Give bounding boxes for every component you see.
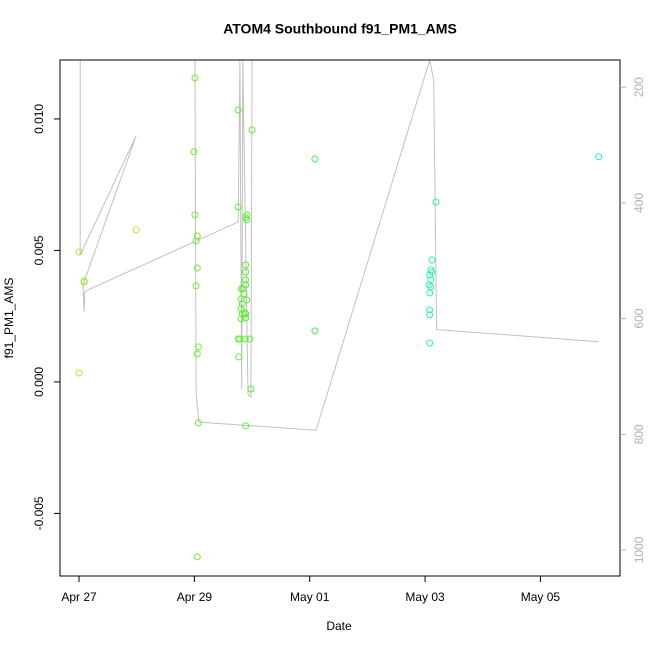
- data-point: [242, 422, 250, 430]
- y2-line: [79, 60, 599, 431]
- data-point: [80, 278, 88, 286]
- data-point: [248, 126, 256, 134]
- data-point: [240, 290, 248, 298]
- data-point: [427, 283, 435, 291]
- data-point: [311, 327, 319, 335]
- data-point: [243, 296, 251, 304]
- data-point: [241, 309, 249, 317]
- data-point: [426, 339, 434, 347]
- data-point: [432, 198, 440, 206]
- data-point: [191, 211, 199, 219]
- data-point: [242, 314, 250, 322]
- data-point: [242, 310, 250, 318]
- y-tick-label: -0.005: [32, 496, 46, 530]
- data-point: [428, 268, 436, 276]
- y-tick-label: 0.010: [32, 104, 46, 134]
- data-point: [426, 311, 434, 319]
- data-point: [242, 276, 250, 284]
- y2-tick-label: 200: [632, 77, 646, 97]
- y-axis-label: f91_PM1_AMS: [2, 278, 16, 359]
- data-point: [426, 306, 434, 314]
- y2-tick-label: 800: [632, 424, 646, 444]
- data-point: [242, 261, 250, 269]
- data-point: [426, 289, 434, 297]
- x-tick-label: May 03: [405, 590, 445, 604]
- data-point: [192, 282, 200, 290]
- data-point: [193, 350, 201, 358]
- data-point: [242, 214, 250, 222]
- x-axis-label: Date: [326, 619, 352, 633]
- data-point: [427, 276, 435, 284]
- data-point: [194, 343, 202, 351]
- data-point: [425, 281, 433, 289]
- data-point: [192, 237, 200, 245]
- y-tick-label: 0.000: [32, 367, 46, 397]
- data-point: [311, 155, 319, 163]
- data-point: [194, 419, 202, 427]
- data-point: [238, 300, 246, 308]
- data-point: [75, 369, 83, 377]
- y2-tick-label: 1000: [632, 536, 646, 563]
- data-point: [132, 226, 140, 234]
- data-point: [193, 553, 201, 561]
- plot-area: [75, 60, 603, 561]
- data-point: [234, 203, 242, 211]
- plot-frame: [59, 59, 621, 577]
- data-point: [234, 106, 242, 114]
- data-point: [191, 74, 199, 82]
- data-point: [235, 353, 243, 361]
- x-tick-label: May 01: [290, 590, 330, 604]
- y2-tick-label: 400: [632, 193, 646, 213]
- x-tick-label: Apr 29: [177, 590, 213, 604]
- data-point: [247, 385, 255, 393]
- data-point: [193, 232, 201, 240]
- data-point: [242, 268, 250, 276]
- data-point: [428, 256, 436, 264]
- data-point: [237, 315, 245, 323]
- y2-tick-label: 600: [632, 308, 646, 328]
- data-point: [242, 281, 250, 289]
- y-tick-label: 0.005: [32, 235, 46, 265]
- chart-title: ATOM4 Southbound f91_PM1_AMS: [223, 21, 457, 37]
- x-tick-label: May 05: [521, 590, 561, 604]
- data-point: [236, 335, 244, 343]
- data-point: [75, 248, 83, 256]
- data-point: [246, 335, 254, 343]
- x-tick-label: Apr 27: [61, 590, 97, 604]
- data-point: [193, 264, 201, 272]
- data-point: [241, 335, 249, 343]
- data-point: [595, 153, 603, 161]
- data-point: [237, 305, 245, 313]
- data-point: [190, 148, 198, 156]
- data-point: [238, 310, 246, 318]
